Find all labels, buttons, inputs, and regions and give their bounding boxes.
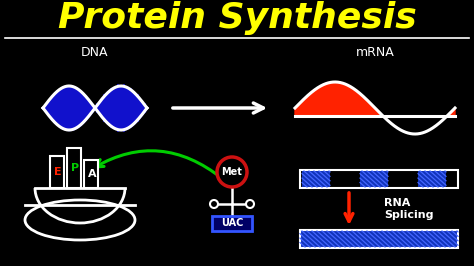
Bar bbox=[50, 156, 64, 188]
Text: DNA: DNA bbox=[81, 45, 109, 59]
Bar bbox=[360, 171, 388, 187]
Text: A: A bbox=[88, 169, 96, 179]
Bar bbox=[300, 230, 458, 248]
Bar bbox=[302, 171, 330, 187]
Bar bbox=[212, 216, 252, 231]
Bar bbox=[67, 148, 81, 188]
Text: RNA
Splicing: RNA Splicing bbox=[384, 198, 434, 220]
Bar bbox=[300, 170, 458, 188]
Circle shape bbox=[246, 200, 254, 208]
Bar bbox=[418, 171, 446, 187]
Text: UAC: UAC bbox=[221, 218, 243, 228]
Bar bbox=[84, 160, 98, 188]
Text: Protein Synthesis: Protein Synthesis bbox=[58, 1, 416, 35]
Text: Met: Met bbox=[221, 167, 242, 177]
Circle shape bbox=[210, 200, 218, 208]
Text: mRNA: mRNA bbox=[356, 45, 394, 59]
Text: E: E bbox=[54, 167, 62, 177]
Text: P: P bbox=[71, 163, 79, 173]
Circle shape bbox=[217, 157, 247, 187]
